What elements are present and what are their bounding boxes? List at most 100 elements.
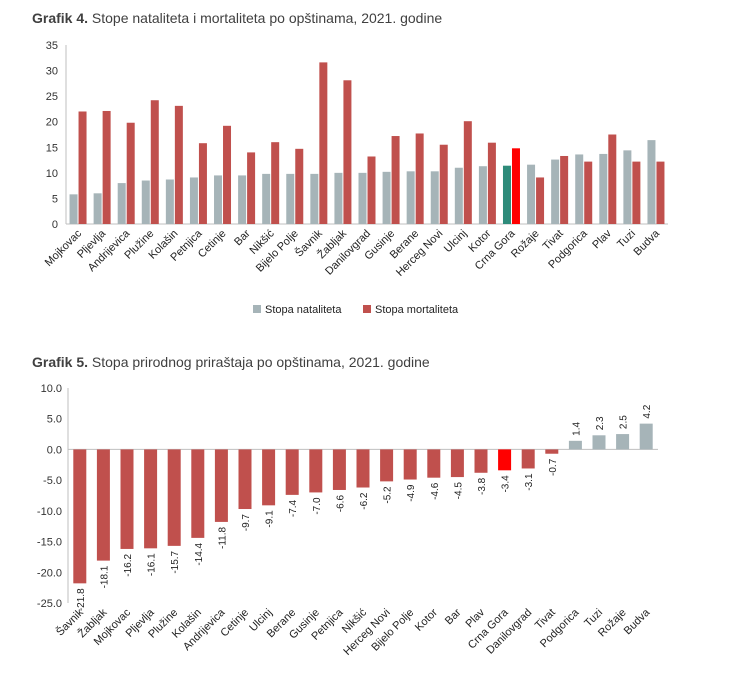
chart1-bar-mortalitet-pluzine [150, 100, 159, 224]
chart2-data-label: -9.1 [265, 510, 276, 528]
chart1-bar-natalitet-savnik [310, 173, 319, 224]
chart2-data-label: -4.6 [430, 482, 441, 500]
chart2-data-label: 1.4 [571, 421, 582, 435]
chart1-bar-natalitet-tuzi [623, 150, 632, 224]
chart2-data-label: -9.7 [241, 514, 252, 532]
chart2-bar-petnjica [332, 449, 346, 490]
chart1-bar-natalitet-plav [599, 153, 608, 224]
chart1-bar-mortalitet-berane [415, 133, 424, 224]
chart2-data-label: -21.8 [76, 588, 87, 611]
chart1-title-text: Stope nataliteta i mortaliteta po opštin… [91, 10, 443, 26]
chart2-data-label: 2.5 [619, 415, 630, 429]
chart1-bar-natalitet-podgorica [575, 154, 584, 224]
chart1-y-tick-label: 30 [46, 66, 58, 78]
chart1-bar-natalitet-crna-gora [502, 165, 511, 224]
chart2-bar-pluzine [167, 449, 181, 546]
chart2-data-label: -3.1 [524, 473, 535, 491]
chart2-title-prefix: Grafik 5. [32, 354, 89, 370]
chart2-bar-danilovgrad [521, 449, 535, 469]
chart1-bar-natalitet-kolasin [165, 179, 174, 224]
chart1-bar-mortalitet-plav [608, 134, 617, 224]
chart2-data-label: -3.4 [501, 475, 512, 493]
chart2-bar-niksic [356, 449, 370, 488]
chart1-bar-natalitet-niksic [262, 173, 271, 224]
chart1-bar-mortalitet-tuzi [632, 161, 641, 224]
chart2-bar-zabljak [96, 449, 110, 561]
chart1-bar-natalitet-pluzine [141, 180, 150, 224]
chart2-title: Grafik 5. Stopa prirodnog priraštaja po … [32, 354, 430, 370]
chart2-bar-rozaje [616, 434, 630, 450]
chart1-bar-natalitet-mojkovac [69, 194, 78, 224]
chart2-data-label: -0.7 [548, 458, 559, 476]
chart1-bar-mortalitet-bar [247, 152, 256, 224]
chart1-bar-mortalitet-herceg-novi [439, 144, 448, 224]
chart2-data-label: -7.4 [288, 499, 299, 517]
chart2-data-label: -7.0 [312, 497, 323, 515]
chart1-bar-mortalitet-tivat [560, 155, 569, 224]
chart2-data-label: -6.6 [335, 495, 346, 513]
chart2-bar-budva [639, 423, 653, 450]
chart2-bar-savnik [73, 449, 87, 584]
chart2-bar-cetinje [238, 449, 252, 510]
chart2-category-label: Budva [622, 606, 653, 637]
chart2-category-label: Bar [443, 606, 464, 627]
chart2-data-label: -4.9 [406, 484, 417, 502]
chart1-legend-swatch-mortalitet [363, 305, 371, 313]
chart1-title: Grafik 4. Stope nataliteta i mortaliteta… [32, 10, 442, 26]
chart2-y-tick-label: 10.0 [41, 383, 62, 395]
chart1-bar-natalitet-danilovgrad [358, 172, 367, 224]
chart2-bar-berane [285, 449, 299, 495]
chart1-y-tick-label: 5 [52, 193, 58, 205]
chart2-data-label: -16.2 [123, 554, 134, 577]
chart2-category-label: Kotor [413, 606, 440, 633]
chart1-y-tick-label: 35 [46, 40, 58, 52]
chart2-data-label: -4.5 [453, 482, 464, 500]
chart1-bar-natalitet-herceg-novi [430, 171, 439, 224]
chart1-bar-natalitet-budva [647, 140, 656, 224]
chart1-title-prefix: Grafik 4. [32, 10, 89, 26]
chart2-bar-plav [474, 449, 488, 473]
chart1-bar-natalitet-cetinje [214, 175, 223, 224]
chart2-bar-tivat [545, 449, 559, 454]
chart1-svg: 05101520253035MojkovacPljevljaAndrijevic… [43, 40, 668, 316]
chart1-bar-mortalitet-budva [656, 161, 665, 224]
chart1-bar-mortalitet-mojkovac [78, 111, 87, 224]
chart1-legend-swatch-natalitet [253, 305, 261, 313]
chart1-bar-mortalitet-niksic [271, 142, 280, 224]
chart1-y-tick-label: 10 [46, 168, 58, 180]
chart1-bar-mortalitet-crna-gora [511, 148, 520, 224]
chart1-legend-label-natalitet: Stopa nataliteta [265, 304, 342, 316]
chart1-y-tick-label: 20 [46, 117, 58, 129]
chart2-data-label: -6.2 [359, 492, 370, 510]
chart2-y-tick-label: -20.0 [37, 567, 62, 579]
chart2-title-text: Stopa prirodnog priraštaja po opštinama,… [91, 354, 430, 370]
chart1-bar-natalitet-pljevlja [93, 193, 102, 224]
chart1-bar-mortalitet-danilovgrad [367, 156, 376, 224]
chart1-bar-mortalitet-cetinje [223, 125, 232, 224]
chart1-bar-natalitet-berane [406, 171, 415, 224]
chart1-bar-natalitet-gusinje [382, 171, 391, 224]
chart2-y-tick-label: -25.0 [37, 598, 62, 610]
chart1-bar-natalitet-tivat [551, 159, 560, 224]
chart2-bar-mojkovac [120, 449, 134, 549]
chart1-bar-natalitet-bijelo-polje [286, 173, 295, 224]
chart1-bar-mortalitet-bijelo-polje [295, 148, 304, 224]
chart1-bar-natalitet-bar [238, 175, 247, 224]
chart1-bar-mortalitet-kotor [487, 142, 496, 224]
chart1-bar-natalitet-kotor [478, 166, 487, 224]
chart1-bar-mortalitet-zabljak [343, 80, 352, 224]
chart1-bar-mortalitet-pljevlja [102, 110, 111, 224]
chart2-data-label: -11.8 [217, 526, 228, 548]
chart1-y-tick-label: 0 [52, 219, 58, 231]
chart1-legend-label-mortalitet: Stopa mortaliteta [375, 304, 459, 316]
chart1-bar-mortalitet-andrijevica [126, 122, 135, 224]
chart1-bar-natalitet-zabljak [334, 172, 343, 224]
chart2-data-label: -16.1 [147, 553, 158, 576]
chart2-data-label: -5.2 [383, 486, 394, 504]
chart2-y-tick-label: 0.0 [47, 444, 62, 456]
chart1-bar-natalitet-rozaje [527, 164, 536, 224]
chart1-bar-mortalitet-rozaje [536, 177, 545, 224]
chart2-bar-podgorica [568, 440, 582, 450]
chart2-y-tick-label: -5.0 [43, 475, 62, 487]
chart1-bar-mortalitet-petnjica [198, 143, 207, 224]
